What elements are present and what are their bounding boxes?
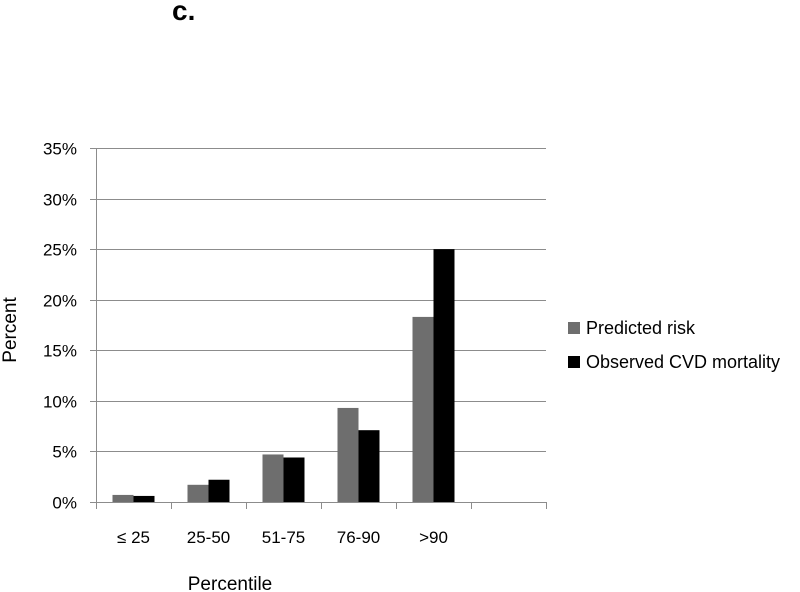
x-tick-label: >90 [419, 528, 448, 547]
bar [133, 495, 155, 502]
bar [262, 454, 284, 502]
legend-label: Observed CVD mortality [586, 352, 780, 372]
bars [112, 249, 455, 502]
bar [433, 249, 455, 502]
legend-swatch [568, 322, 580, 334]
panel-label: c. [172, 0, 195, 26]
bar [208, 479, 230, 502]
y-axis-title: Percent [0, 297, 21, 363]
legend-label: Predicted risk [586, 318, 696, 338]
bar [412, 316, 434, 502]
bar [187, 484, 209, 502]
y-tick-label: 15% [43, 342, 77, 361]
y-tick-label: 0% [52, 494, 77, 513]
x-tick-label: 51-75 [262, 528, 305, 547]
bar [283, 457, 305, 502]
bar [337, 407, 359, 502]
tick-labels: 0% 5% 10% 15% 20% 25% 30% 35% ≤ 25 25-50 51-75 76-9… [43, 140, 448, 548]
x-tick-label: 25-50 [187, 528, 230, 547]
y-tick-label: 10% [43, 393, 77, 412]
y-tick-label: 35% [43, 140, 77, 159]
legend-swatch [568, 356, 580, 368]
y-tick-label: 25% [43, 241, 77, 260]
y-tick-label: 30% [43, 191, 77, 210]
x-axis-title: Percentile [188, 574, 273, 592]
bar [112, 494, 134, 502]
bar [358, 430, 380, 502]
gridlines [96, 148, 546, 452]
y-tick-label: 20% [43, 292, 77, 311]
axes [90, 148, 547, 509]
legend: Predicted risk Observed CVD mortality [568, 318, 780, 372]
y-tick-label: 5% [52, 443, 77, 462]
x-tick-label: ≤ 25 [117, 528, 150, 547]
x-tick-label: 76-90 [337, 528, 380, 547]
